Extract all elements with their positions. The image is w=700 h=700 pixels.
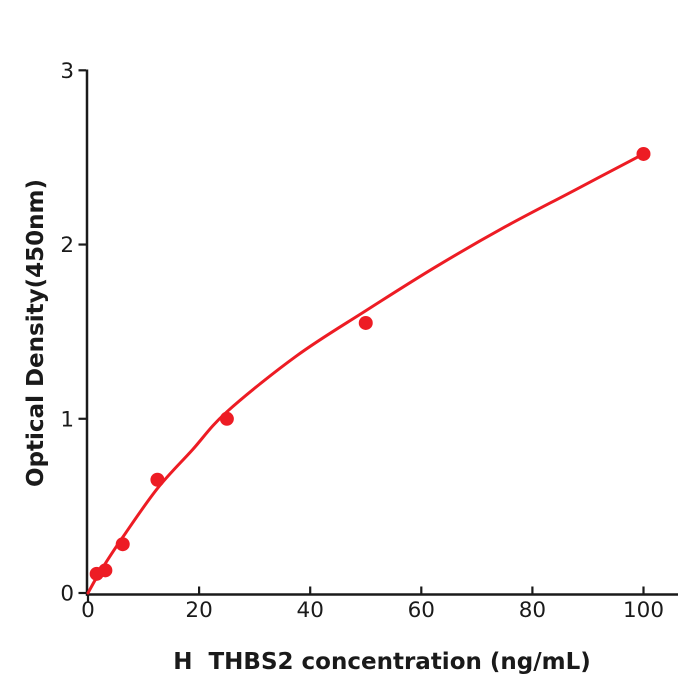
x-tick-label: 80 bbox=[519, 598, 546, 623]
fit-curve bbox=[88, 154, 644, 593]
data-point bbox=[637, 147, 651, 161]
elisa-standard-curve-figure: 0123020406080100 Optical Density(450nm) … bbox=[0, 0, 700, 700]
x-axis-title: H THBS2 concentration (ng/mL) bbox=[173, 649, 591, 675]
data-point bbox=[359, 316, 373, 330]
y-tick-label: 0 bbox=[60, 582, 74, 607]
y-tick-label: 3 bbox=[60, 59, 74, 84]
x-tick-label: 0 bbox=[81, 598, 95, 623]
x-tick-label: 20 bbox=[185, 598, 212, 623]
plot-area: 0 1 2 3 0 20 40 60 80 100 bbox=[0, 0, 700, 700]
y-tick-label: 2 bbox=[60, 233, 74, 258]
data-point bbox=[220, 412, 234, 426]
data-point bbox=[98, 563, 112, 577]
x-tick-label: 100 bbox=[623, 598, 664, 623]
data-point bbox=[116, 537, 130, 551]
x-tick-label: 60 bbox=[408, 598, 435, 623]
y-tick-label: 1 bbox=[60, 407, 74, 432]
data-point bbox=[150, 473, 164, 487]
x-tick-label: 40 bbox=[297, 598, 324, 623]
y-axis-title: Optical Density(450nm) bbox=[23, 179, 49, 487]
